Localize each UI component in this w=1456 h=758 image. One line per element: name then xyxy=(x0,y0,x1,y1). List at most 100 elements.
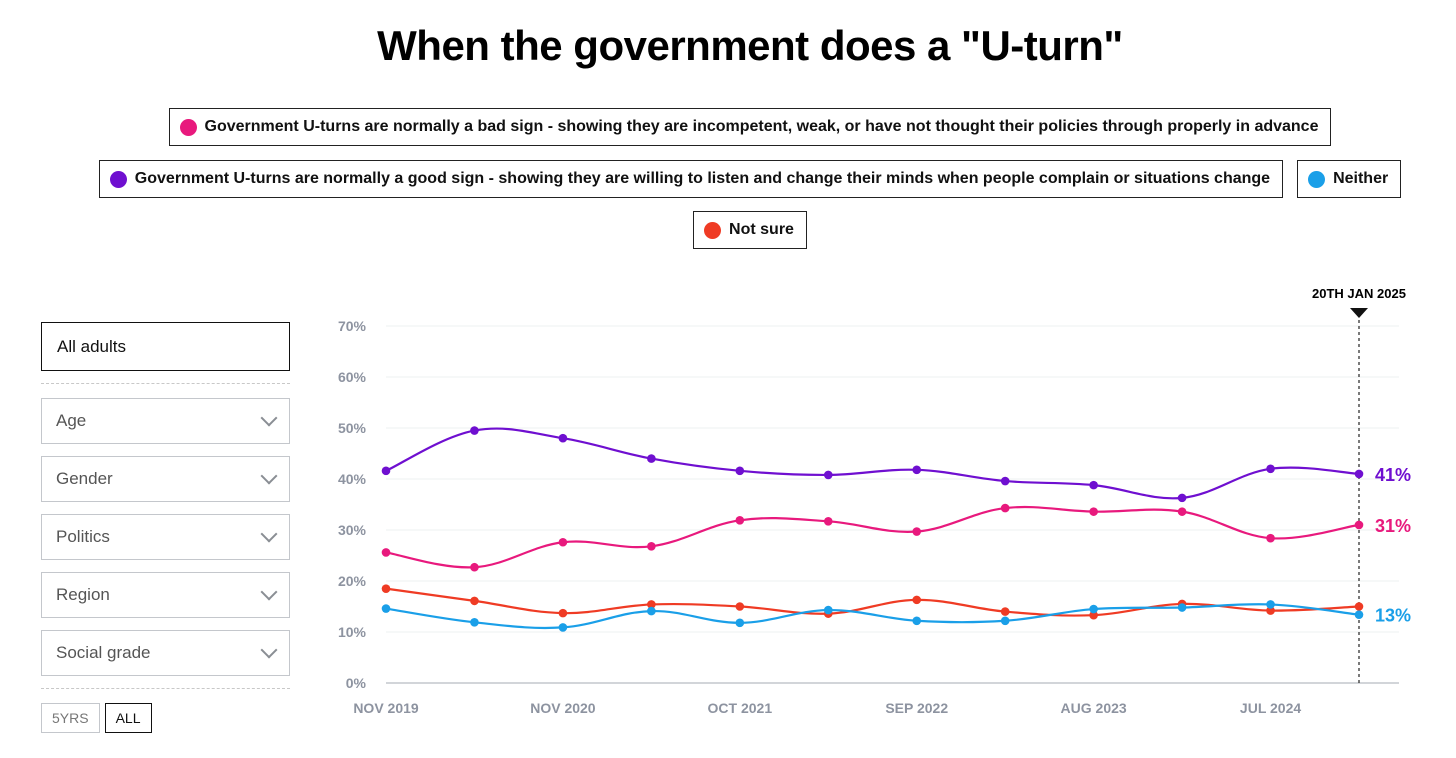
dropdown-label: Gender xyxy=(56,469,113,488)
data-point xyxy=(1177,507,1187,516)
x-tick-label: SEP 2022 xyxy=(885,700,948,716)
data-point xyxy=(1089,604,1098,614)
legend-row-3: Not sure xyxy=(0,211,1456,249)
divider xyxy=(41,688,290,689)
date-marker-label: 20TH JAN 2025 xyxy=(1312,286,1406,301)
y-tick-label: 70% xyxy=(338,318,367,334)
x-tick-label: NOV 2020 xyxy=(530,700,596,716)
data-point xyxy=(1266,600,1275,609)
date-marker-triangle-icon xyxy=(1350,308,1368,318)
chevron-down-icon xyxy=(260,641,278,659)
x-tick-label: JUL 2024 xyxy=(1240,700,1301,716)
data-point xyxy=(1089,610,1098,620)
chevron-down-icon xyxy=(260,583,278,601)
dropdown-label: Region xyxy=(56,585,110,604)
y-tick-label: 0% xyxy=(346,675,367,691)
data-point xyxy=(558,608,568,618)
data-point xyxy=(558,433,568,443)
data-point xyxy=(381,584,391,593)
y-tick-label: 30% xyxy=(338,522,367,538)
data-point xyxy=(735,602,745,611)
series-line xyxy=(385,505,1360,569)
legend-label: Not sure xyxy=(729,221,794,238)
data-point xyxy=(470,618,479,627)
data-point xyxy=(823,517,833,526)
range-toggle: 5YRS ALL xyxy=(41,703,290,733)
data-point xyxy=(1266,606,1275,615)
data-point xyxy=(1000,476,1010,486)
dropdown-label: Social grade xyxy=(56,643,151,662)
data-point xyxy=(912,465,922,475)
legend-row-2: Government U-turns are normally a good s… xyxy=(0,160,1456,198)
data-point xyxy=(1354,469,1364,479)
legend-dot-icon xyxy=(1308,170,1326,188)
end-value-label: 31% xyxy=(1375,516,1411,536)
data-point xyxy=(912,527,922,536)
data-point xyxy=(470,562,479,572)
chevron-down-icon xyxy=(260,409,278,427)
filter-panel: All adults Age Gender Politics Region So… xyxy=(41,322,290,733)
legend-label: Government U-turns are normally a bad si… xyxy=(204,118,1319,135)
legend-dot-icon xyxy=(109,170,127,188)
data-point xyxy=(1177,603,1187,612)
y-tick-label: 50% xyxy=(338,420,367,436)
y-tick-label: 60% xyxy=(338,369,367,385)
line-chart: 0% 10% 20% 30% 40% 50% 60% 70% NOV 2019 NOV 2020 O… xyxy=(338,286,1411,716)
end-value-label: 41% xyxy=(1375,465,1411,485)
data-point xyxy=(647,454,656,463)
data-point xyxy=(1089,507,1098,516)
range-5yrs-button[interactable]: 5YRS xyxy=(41,703,100,733)
chevron-down-icon xyxy=(260,525,278,543)
politics-dropdown[interactable]: Politics xyxy=(41,514,290,560)
data-point xyxy=(647,542,656,551)
legend-label: Neither xyxy=(1333,170,1389,187)
region-dropdown[interactable]: Region xyxy=(41,572,290,618)
end-value-label: 13% xyxy=(1375,606,1411,626)
data-point xyxy=(823,605,833,615)
data-point xyxy=(1354,602,1364,611)
data-point xyxy=(470,426,479,435)
y-tick-label: 40% xyxy=(338,471,367,487)
data-point xyxy=(1000,616,1010,626)
gender-dropdown[interactable]: Gender xyxy=(41,456,290,502)
all-adults-button[interactable]: All adults xyxy=(41,322,290,371)
data-point xyxy=(647,606,656,616)
legend-item-neither[interactable]: Neither xyxy=(1297,160,1402,198)
data-point xyxy=(1177,493,1187,503)
series-line xyxy=(385,587,1360,617)
range-all-button[interactable]: ALL xyxy=(104,703,152,733)
data-point xyxy=(1266,533,1275,543)
y-tick-label: 10% xyxy=(338,624,367,640)
dropdown-label: Age xyxy=(56,411,87,430)
divider xyxy=(41,383,290,384)
data-point xyxy=(558,537,568,547)
data-point xyxy=(1354,520,1364,530)
legend-item-not-sure[interactable]: Not sure xyxy=(693,211,807,249)
legend-row-1: Government U-turns are normally a bad si… xyxy=(0,108,1456,146)
data-point xyxy=(381,604,391,613)
legend-item-good-sign[interactable]: Government U-turns are normally a good s… xyxy=(98,160,1284,198)
age-dropdown[interactable]: Age xyxy=(41,398,290,444)
chevron-down-icon xyxy=(260,467,278,485)
chart-title: When the government does a "U-turn" xyxy=(377,22,1123,69)
data-point xyxy=(1089,480,1098,490)
data-point xyxy=(1000,607,1010,616)
data-point xyxy=(912,616,922,626)
series-line xyxy=(385,603,1360,630)
data-point xyxy=(1266,464,1275,474)
legend-dot-icon xyxy=(179,118,197,136)
data-point xyxy=(1000,503,1010,513)
data-point xyxy=(558,623,568,632)
data-point xyxy=(912,595,922,605)
legend-item-bad-sign[interactable]: Government U-turns are normally a bad si… xyxy=(168,108,1332,146)
data-point xyxy=(470,596,479,606)
social-grade-dropdown[interactable]: Social grade xyxy=(41,630,290,676)
data-point xyxy=(823,470,833,480)
data-point xyxy=(1354,610,1364,619)
y-tick-label: 20% xyxy=(338,573,367,589)
data-point xyxy=(735,466,745,476)
x-tick-label: NOV 2019 xyxy=(353,700,419,716)
data-point xyxy=(647,600,656,609)
x-tick-label: AUG 2023 xyxy=(1061,700,1127,716)
series-line xyxy=(385,427,1360,500)
